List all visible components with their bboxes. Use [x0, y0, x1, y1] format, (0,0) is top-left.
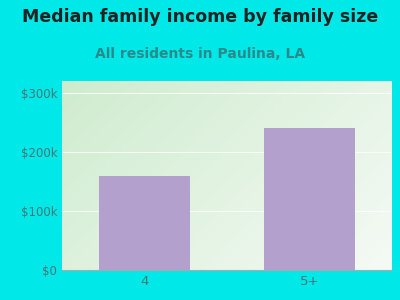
Text: All residents in Paulina, LA: All residents in Paulina, LA [95, 46, 305, 61]
Text: Median family income by family size: Median family income by family size [22, 8, 378, 26]
Bar [99, 176, 190, 270]
Bar [264, 128, 355, 270]
